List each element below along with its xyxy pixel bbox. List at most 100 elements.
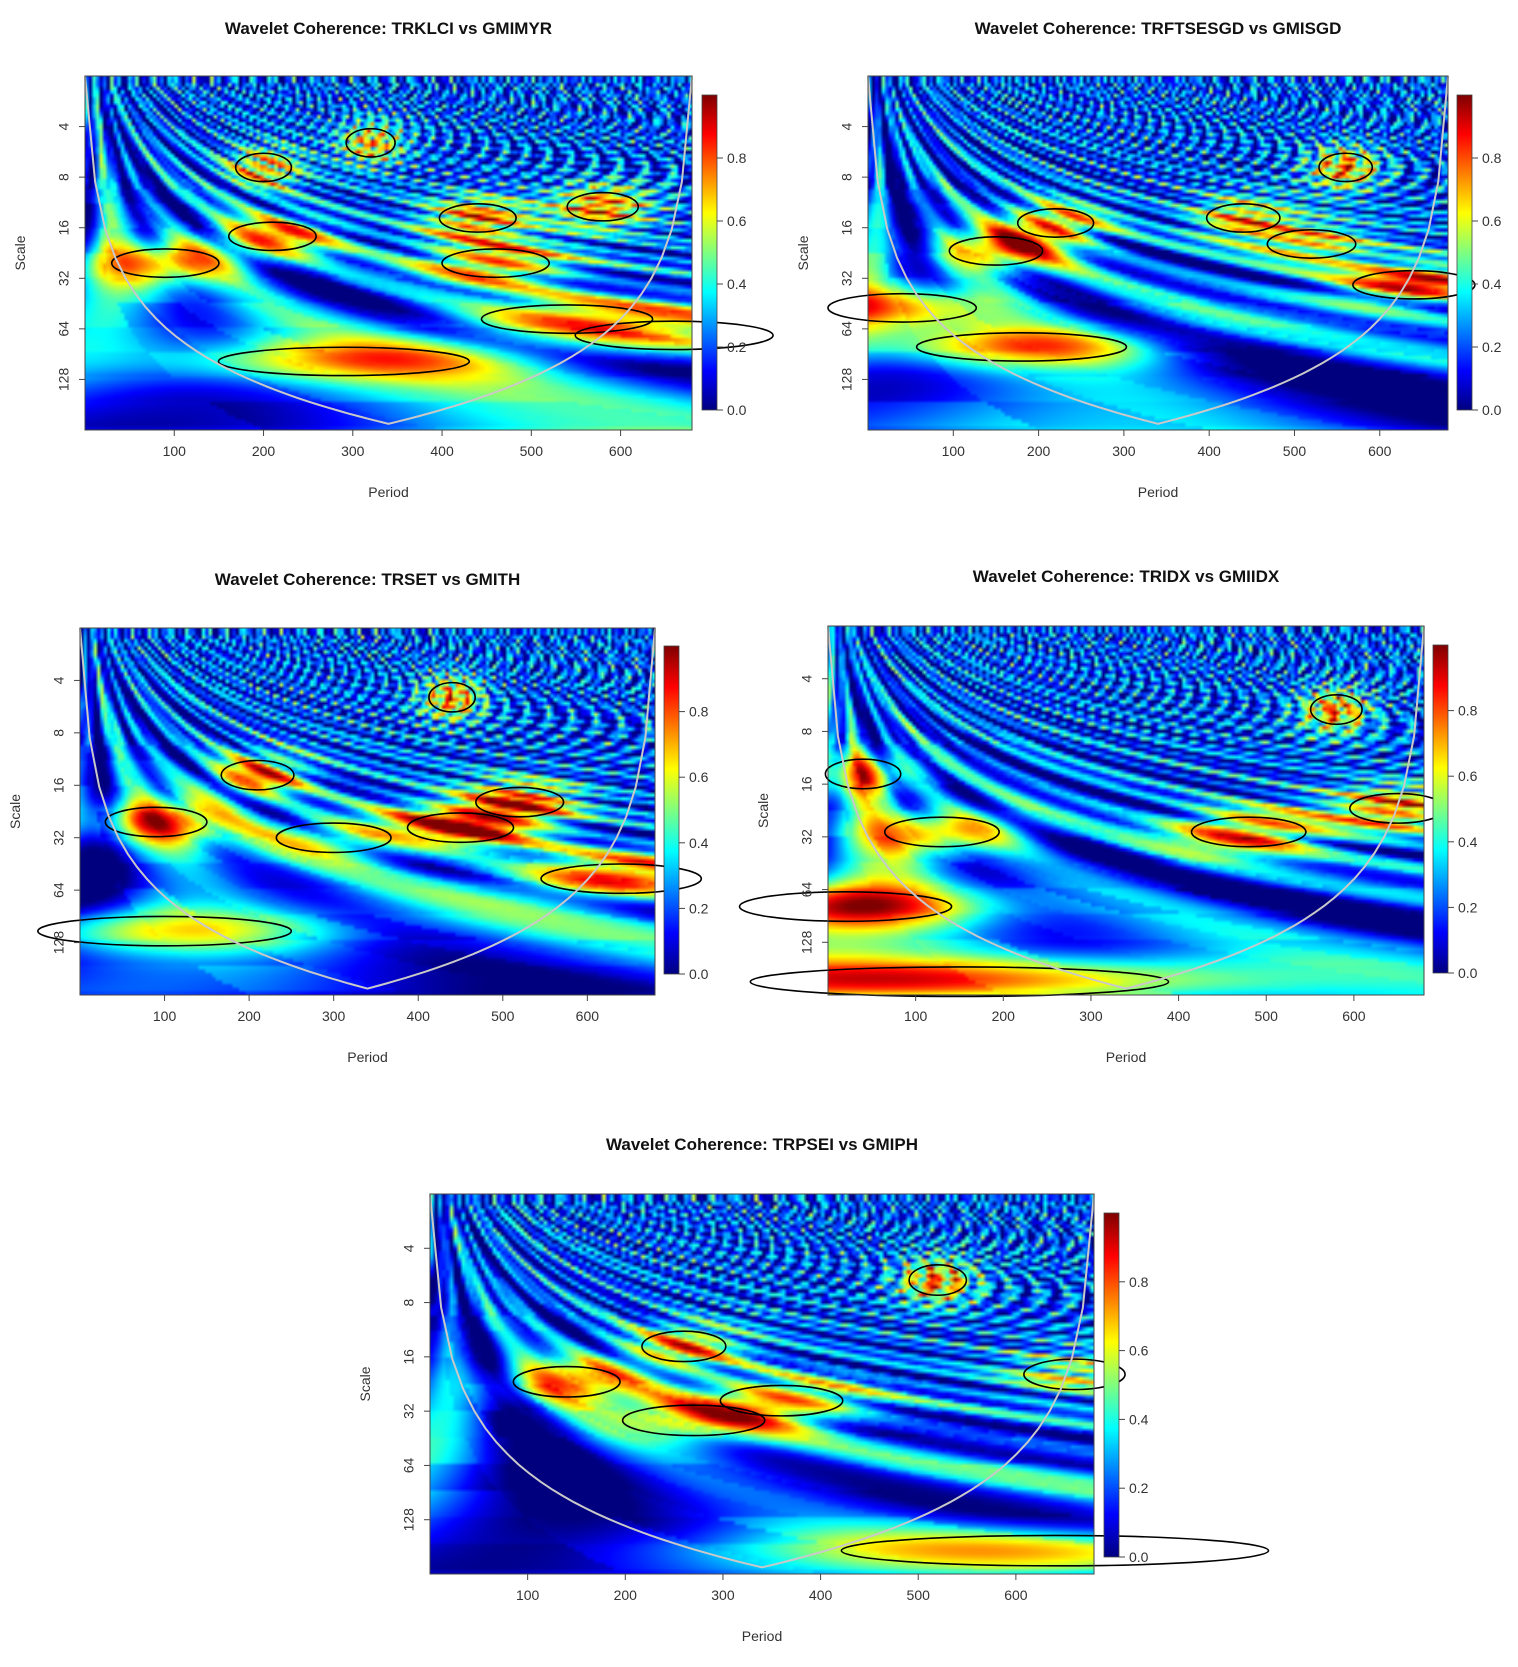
y-tick-label: 32 (799, 829, 815, 845)
y-tick-label: 8 (799, 727, 815, 735)
significance-contour (824, 758, 902, 790)
x-tick-label: 100 (516, 1587, 540, 1603)
y-tick-label: 64 (401, 1457, 417, 1473)
y-tick-label: 64 (51, 882, 67, 898)
y-axis-label: Scale (357, 1366, 373, 1401)
colorbar-tick-label: 0.2 (1482, 339, 1502, 355)
colorbar-tick-label: 0.0 (1458, 965, 1478, 981)
x-axis-label: Period (1138, 484, 1178, 500)
x-tick-label: 100 (153, 1008, 177, 1024)
x-tick-label: 400 (1167, 1008, 1191, 1024)
plot-frame (827, 625, 1425, 996)
colorbar-tick-label: 0.4 (1129, 1411, 1149, 1427)
colorbar-tick-label: 0.6 (1458, 768, 1478, 784)
y-tick-label: 8 (51, 729, 67, 737)
y-axis-label: Scale (12, 235, 28, 270)
chart-panel-2: Wavelet Coherence: TRFTSESGD vs GMISGD 10… (795, 19, 1502, 500)
x-tick-label: 600 (1368, 443, 1392, 459)
significance-contour (104, 806, 208, 838)
y-tick-label: 16 (56, 220, 72, 236)
significance-contour (37, 915, 293, 947)
colorbar-tick-label: 0.8 (727, 150, 747, 166)
significance-contour (441, 248, 551, 279)
y-tick-label: 64 (799, 882, 815, 898)
significance-contour (217, 346, 471, 377)
colorbar (1103, 1212, 1120, 1558)
y-tick-label: 32 (839, 270, 855, 286)
x-tick-label: 600 (1342, 1008, 1366, 1024)
x-tick-label: 500 (520, 443, 544, 459)
coherence-heatmap (85, 76, 692, 430)
significance-contour (220, 759, 295, 791)
x-tick-label: 200 (992, 1008, 1016, 1024)
significance-contour (621, 1404, 766, 1437)
colorbar (663, 645, 680, 975)
significance-contour (641, 1330, 727, 1363)
colorbar-tick-label: 0.6 (689, 769, 709, 785)
y-tick-label: 32 (56, 270, 72, 286)
y-tick-label: 8 (56, 173, 72, 181)
x-tick-label: 200 (614, 1587, 638, 1603)
colorbar-tick-label: 0.4 (727, 276, 747, 292)
x-tick-label: 400 (430, 443, 454, 459)
y-tick-label: 8 (401, 1298, 417, 1306)
significance-contour (345, 127, 396, 158)
significance-contour (1309, 693, 1363, 726)
x-tick-label: 300 (341, 443, 365, 459)
x-tick-label: 200 (1027, 443, 1051, 459)
y-axis-label: Scale (795, 235, 811, 270)
cone-of-influence (867, 75, 1449, 425)
colorbar-tick-label: 0.0 (727, 402, 747, 418)
x-tick-label: 400 (1197, 443, 1221, 459)
x-tick-label: 500 (1255, 1008, 1279, 1024)
x-tick-label: 300 (1112, 443, 1136, 459)
y-tick-label: 32 (51, 830, 67, 846)
colorbar-tick-label: 0.4 (689, 835, 709, 851)
significance-contour (540, 863, 703, 895)
x-tick-label: 500 (1283, 443, 1307, 459)
chart-title: Wavelet Coherence: TRSET vs GMITH (215, 570, 520, 589)
x-axis-label: Period (347, 1049, 387, 1065)
y-tick-label: 4 (799, 675, 815, 683)
cone-of-influence (429, 1193, 1095, 1569)
significance-contour (234, 152, 293, 183)
y-tick-label: 128 (51, 931, 67, 955)
x-axis-label: Period (742, 1628, 782, 1644)
y-tick-label: 128 (56, 368, 72, 392)
chart-panel-1: Wavelet Coherence: TRKLCI vs GMIMYR 100 20… (12, 19, 774, 500)
plot-frame (79, 627, 656, 996)
plot-frame (84, 75, 693, 431)
colorbar-tick-label: 0.2 (727, 339, 747, 355)
y-tick-label: 64 (56, 321, 72, 337)
chart-title: Wavelet Coherence: TRIDX vs GMIIDX (973, 567, 1280, 586)
x-axis-label: Period (368, 484, 408, 500)
x-tick-label: 300 (322, 1008, 346, 1024)
colorbar (1456, 94, 1473, 411)
coherence-heatmap (868, 76, 1448, 430)
y-axis-label: Scale (755, 793, 771, 828)
colorbar-tick-label: 0.2 (1129, 1480, 1149, 1496)
significance-contour (840, 1534, 1270, 1567)
y-tick-label: 4 (56, 122, 72, 130)
significance-contour (275, 822, 392, 854)
significance-contour (438, 203, 517, 233)
x-tick-label: 300 (1079, 1008, 1103, 1024)
x-tick-label: 100 (904, 1008, 928, 1024)
colorbar-tick-label: 0.8 (689, 704, 709, 720)
y-tick-label: 64 (839, 321, 855, 337)
colorbar (1432, 644, 1449, 974)
colorbar-tick-label: 0.0 (1129, 1549, 1149, 1565)
x-tick-label: 600 (1004, 1587, 1028, 1603)
significance-contour (948, 235, 1044, 266)
y-tick-label: 16 (839, 220, 855, 236)
y-tick-label: 16 (401, 1349, 417, 1365)
colorbar-tick-label: 0.2 (1458, 899, 1478, 915)
y-tick-label: 16 (799, 776, 815, 792)
significance-contour (1266, 229, 1357, 259)
significance-contour (1016, 208, 1095, 238)
chart-title: Wavelet Coherence: TRFTSESGD vs GMISGD (975, 19, 1342, 38)
x-tick-label: 400 (407, 1008, 431, 1024)
y-tick-label: 32 (401, 1403, 417, 1419)
x-tick-label: 500 (907, 1587, 931, 1603)
cone-of-influence (79, 627, 656, 990)
